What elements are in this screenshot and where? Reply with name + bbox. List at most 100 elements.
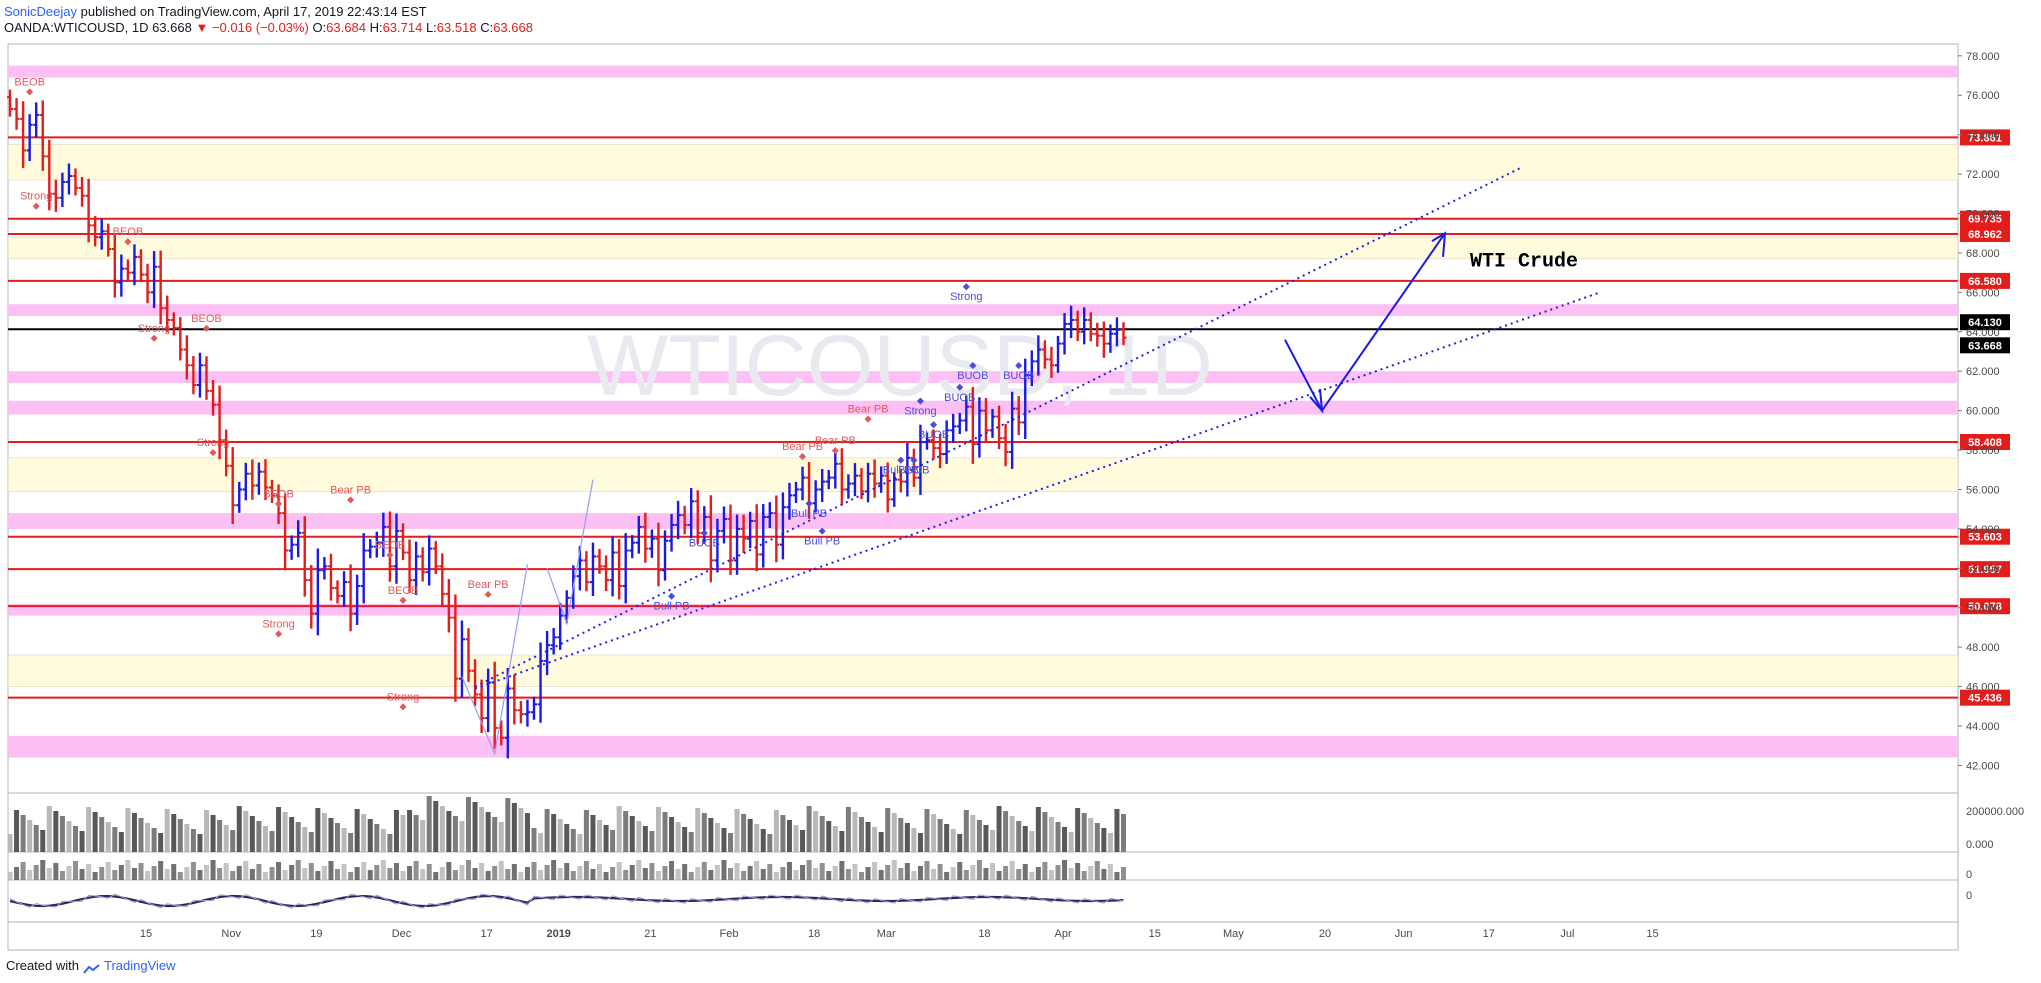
y-tick-label: 66.000 <box>1966 287 2000 299</box>
current-price-label: 64.130 <box>1968 317 2002 329</box>
ohlc-bar <box>72 168 79 196</box>
ohlc-bar <box>1068 305 1075 339</box>
volume-bar-2 <box>1121 867 1126 880</box>
volume-bar <box>623 811 629 852</box>
volume-bar <box>852 812 858 852</box>
volume-bar-2 <box>845 869 851 880</box>
volume-bar-2 <box>970 865 976 880</box>
volume-bar-2 <box>891 860 897 880</box>
channel-upper-line <box>474 167 1521 688</box>
volume-bar-2 <box>557 868 563 880</box>
ohlc-bar <box>1100 321 1107 358</box>
volume-bar <box>439 806 445 852</box>
volume-bar-2 <box>872 862 878 880</box>
volume-bar-2 <box>885 865 891 880</box>
ohlc-bar <box>282 493 289 571</box>
volume-bar-2 <box>806 860 812 880</box>
signal-marker <box>32 202 40 210</box>
volume-bar <box>1062 827 1068 852</box>
price-level-tag <box>1960 272 2010 289</box>
volume-bar <box>662 812 668 852</box>
volume-bar-2 <box>498 861 504 880</box>
ohlc-bar <box>288 535 295 560</box>
signal-marker <box>150 334 158 342</box>
ohlc-bar <box>517 700 524 724</box>
volume-bar-2 <box>236 866 242 880</box>
ohlc-bar <box>439 553 446 607</box>
signal-label: Strong <box>20 191 52 203</box>
signal-marker <box>805 500 813 508</box>
ohlc-bar <box>544 630 551 676</box>
volume-bar-2 <box>387 868 393 880</box>
zone-pink <box>8 65 1958 78</box>
volume-bar-2 <box>361 862 367 880</box>
volume-bar-2 <box>832 866 838 880</box>
tradingview-logo-icon <box>82 962 101 974</box>
signal-label: Bull PB <box>654 601 690 613</box>
volume-bar-2 <box>904 863 910 880</box>
volume-bar-2 <box>1088 866 1094 880</box>
volume-bar-2 <box>1055 865 1061 880</box>
volume-bar-2 <box>177 872 183 880</box>
volume-bar <box>649 831 655 852</box>
ohlc-bar <box>334 580 341 604</box>
ohlc-bar <box>720 506 727 544</box>
close-value: 63.668 <box>493 20 533 35</box>
volume-bar <box>27 820 33 852</box>
volume-bar-2 <box>564 863 570 880</box>
signal-label: Bear PB <box>330 484 371 496</box>
ohlc-bar <box>314 548 321 636</box>
ohlc-bar <box>982 398 989 443</box>
ohlc-bar <box>858 468 865 500</box>
open-label: O: <box>312 20 327 35</box>
footer-brand[interactable]: TradingView <box>104 958 176 973</box>
ohlc-bar <box>648 529 655 558</box>
signal-marker <box>897 456 905 464</box>
volume-bar <box>983 825 989 852</box>
ohlc-bar <box>452 594 459 702</box>
x-tick-label: 17 <box>481 928 493 940</box>
ohlc-bar <box>924 432 930 450</box>
volume-bar-2 <box>911 871 917 880</box>
volume-bar-2 <box>1029 872 1035 880</box>
ohlc-bar <box>177 316 184 361</box>
volume-bar-2 <box>276 862 282 880</box>
signal-marker <box>864 415 872 423</box>
volume-bar <box>970 815 976 852</box>
volume-bar <box>695 808 701 852</box>
volume-bar-2 <box>675 869 681 880</box>
volume-bar <box>341 828 347 852</box>
author-link[interactable]: SonicDeejay <box>4 4 77 19</box>
volume-bar-2 <box>721 860 727 880</box>
x-tick-label: 2019 <box>546 928 570 940</box>
volume-bar <box>773 810 779 852</box>
ohlc-bar <box>1009 391 1016 469</box>
signal-label: BUOB <box>898 465 929 477</box>
volume-bar-2 <box>629 865 635 880</box>
ohlc-bar <box>1074 310 1081 342</box>
price-level-tag <box>1960 561 2010 578</box>
volume-bar-2 <box>7 872 13 880</box>
ohlc-bar <box>26 114 33 162</box>
ohlc-bar <box>681 505 688 535</box>
volume-bar-2 <box>269 867 275 880</box>
price-level-tag <box>1960 433 2010 450</box>
volume-bar-2 <box>826 871 832 880</box>
zigzag-projection-2 <box>546 479 594 626</box>
volume-bar-2 <box>1048 870 1054 880</box>
price-level-label: 53.603 <box>1968 532 2002 544</box>
volume-bar-2 <box>1101 869 1107 880</box>
volume-bar <box>131 813 137 852</box>
volume-bar <box>105 822 111 852</box>
volume-bar <box>511 803 517 852</box>
volume-bar <box>1081 813 1087 852</box>
watermark: WTICOUSD, 1D <box>587 318 1213 414</box>
volume-bar-2 <box>295 860 301 880</box>
volume-bar-2 <box>158 861 164 880</box>
price-level-label: 50.078 <box>1968 601 2002 613</box>
volume-bar-2 <box>813 868 819 880</box>
volume-bar <box>1042 812 1048 852</box>
volume-bar-2 <box>374 865 380 880</box>
volume-bar <box>688 832 694 852</box>
